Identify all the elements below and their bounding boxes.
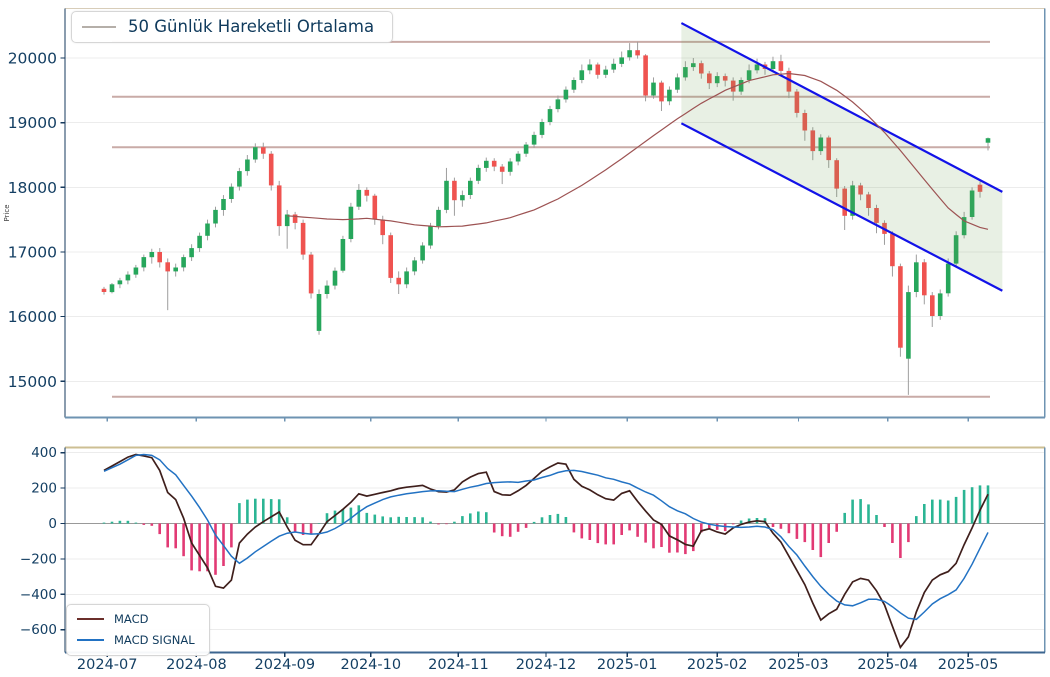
svg-text:17000: 17000 (8, 243, 57, 261)
svg-text:2025-05: 2025-05 (938, 657, 999, 673)
svg-text:18000: 18000 (8, 179, 57, 197)
svg-text:20000: 20000 (8, 50, 57, 68)
ma50-line-swatch-icon (82, 25, 116, 28)
svg-text:−200: −200 (20, 551, 57, 567)
macd-signal-line-swatch-icon (77, 639, 104, 641)
macd-line-swatch-icon (77, 618, 104, 620)
svg-text:400: 400 (31, 445, 57, 461)
svg-text:15000: 15000 (8, 373, 57, 391)
svg-text:−400: −400 (20, 587, 57, 603)
svg-text:2025-02: 2025-02 (687, 657, 748, 673)
svg-text:2024-10: 2024-10 (341, 657, 402, 673)
macd-signal-legend-label: MACD SIGNAL (114, 633, 195, 647)
svg-text:16000: 16000 (8, 308, 57, 326)
svg-text:2024-11: 2024-11 (428, 657, 489, 673)
macd-signal-legend-row: MACD SIGNAL (77, 633, 195, 647)
svg-text:Price: Price (3, 204, 11, 221)
svg-text:200: 200 (31, 481, 57, 497)
svg-text:−600: −600 (20, 622, 57, 638)
svg-text:2025-04: 2025-04 (857, 657, 918, 673)
svg-text:2024-08: 2024-08 (166, 657, 227, 673)
macd-legend-label: MACD (114, 612, 149, 626)
macd-legend: MACD MACD SIGNAL (66, 604, 210, 656)
svg-text:0: 0 (48, 516, 57, 532)
svg-text:19000: 19000 (8, 114, 57, 132)
svg-text:2025-03: 2025-03 (768, 657, 829, 673)
svg-text:2025-01: 2025-01 (597, 657, 658, 673)
ma50-legend-label: 50 Günlük Hareketli Ortalama (128, 17, 375, 36)
svg-text:2024-07: 2024-07 (77, 657, 138, 673)
svg-text:2024-09: 2024-09 (255, 657, 316, 673)
svg-text:2024-12: 2024-12 (516, 657, 577, 673)
macd-legend-row: MACD (77, 612, 195, 626)
ma50-legend: 50 Günlük Hareketli Ortalama (71, 11, 394, 43)
